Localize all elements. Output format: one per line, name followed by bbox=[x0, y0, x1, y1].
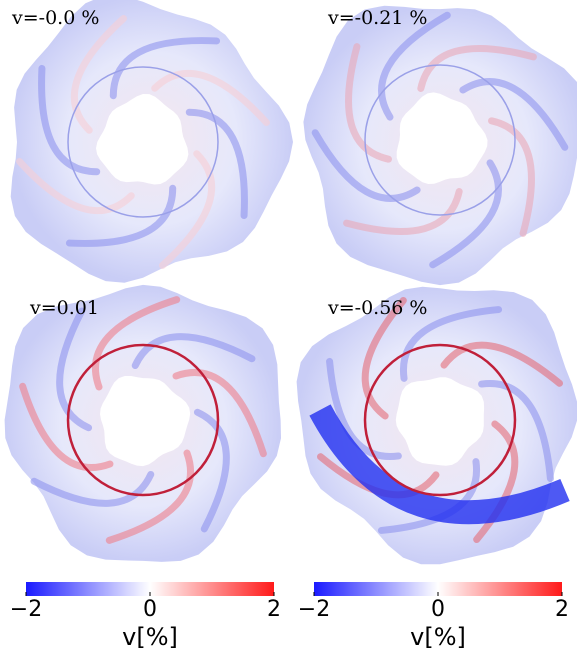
swirl bbox=[65, 184, 177, 247]
colorbar-label: v[%] bbox=[410, 623, 466, 651]
ring bbox=[364, 64, 516, 216]
panel-label: v=0.01 bbox=[29, 297, 99, 319]
swirl bbox=[311, 129, 421, 202]
ring bbox=[363, 343, 517, 497]
swirl bbox=[361, 297, 407, 420]
hole bbox=[396, 92, 488, 184]
colorbar bbox=[314, 582, 562, 596]
swirl bbox=[56, 307, 93, 432]
ring bbox=[66, 343, 220, 497]
panel: v=-0.21 % bbox=[303, 5, 577, 286]
swirl bbox=[488, 117, 535, 237]
tick-label: −2 bbox=[10, 597, 42, 622]
swirl bbox=[109, 37, 221, 100]
swirl bbox=[378, 11, 451, 121]
blue-band bbox=[309, 404, 570, 525]
panel: v=-0.56 % bbox=[296, 286, 577, 565]
hole bbox=[96, 94, 189, 185]
swirl bbox=[38, 64, 101, 176]
swirl bbox=[345, 43, 392, 163]
panel-label: v=-0.56 % bbox=[327, 297, 427, 319]
swirl bbox=[70, 15, 128, 134]
hole bbox=[100, 376, 191, 467]
swirl bbox=[158, 150, 216, 269]
tick-label: 0 bbox=[143, 597, 157, 622]
swirl bbox=[16, 157, 135, 215]
swirl bbox=[399, 306, 503, 382]
colorbar bbox=[26, 582, 274, 596]
tick-label: 2 bbox=[555, 597, 569, 622]
swirl bbox=[131, 333, 256, 370]
panel: v=0.01 bbox=[4, 284, 281, 562]
swirl bbox=[478, 379, 554, 483]
tick-label: 2 bbox=[267, 597, 281, 622]
swirl bbox=[105, 449, 194, 544]
swirl bbox=[417, 45, 537, 92]
swirl bbox=[172, 369, 267, 458]
swirl bbox=[151, 69, 270, 127]
swirl bbox=[30, 470, 155, 507]
swirl bbox=[185, 108, 248, 220]
tick-label: 0 bbox=[431, 597, 445, 622]
colorbar-label: v[%] bbox=[122, 623, 178, 651]
panel-label: v=-0.0 % bbox=[11, 7, 99, 29]
swirl bbox=[440, 341, 563, 387]
swirl bbox=[193, 408, 230, 533]
swirl bbox=[343, 188, 463, 235]
panel-label: v=-0.21 % bbox=[327, 7, 427, 29]
swirl bbox=[92, 296, 181, 391]
ring bbox=[67, 66, 219, 218]
hole bbox=[395, 377, 485, 466]
swirl bbox=[459, 78, 569, 151]
swirl bbox=[19, 382, 114, 471]
tick-label: −2 bbox=[298, 597, 330, 622]
swirl bbox=[326, 357, 402, 461]
panel: v=-0.0 % bbox=[10, 0, 293, 283]
swirl bbox=[429, 159, 502, 269]
